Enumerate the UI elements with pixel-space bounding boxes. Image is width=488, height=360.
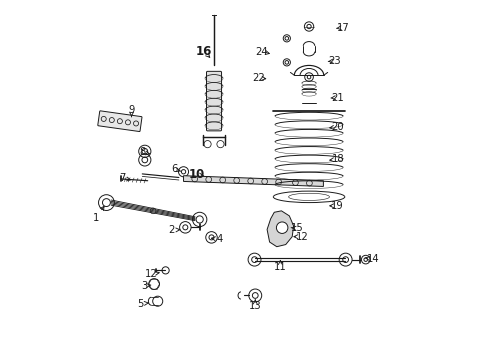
Circle shape (276, 222, 287, 233)
FancyBboxPatch shape (206, 71, 221, 131)
Text: 18: 18 (331, 154, 344, 164)
Text: 11: 11 (273, 262, 286, 272)
Text: 5: 5 (137, 299, 143, 309)
Text: 3: 3 (141, 281, 147, 291)
Text: 22: 22 (251, 73, 264, 83)
Text: 21: 21 (331, 93, 344, 103)
Text: 19: 19 (331, 201, 344, 211)
Text: 6: 6 (171, 164, 178, 174)
Text: 4: 4 (216, 234, 222, 244)
Polygon shape (266, 211, 293, 247)
Text: 23: 23 (328, 56, 341, 66)
Text: 17: 17 (336, 23, 349, 33)
Text: 24: 24 (255, 46, 267, 57)
Text: 10: 10 (189, 168, 205, 181)
Text: 8: 8 (139, 147, 145, 157)
Text: 2: 2 (167, 225, 174, 235)
Text: 9: 9 (128, 105, 135, 115)
Text: 12: 12 (144, 269, 157, 279)
Polygon shape (183, 176, 323, 186)
Text: 14: 14 (366, 254, 378, 264)
Text: 1: 1 (92, 213, 99, 222)
Text: 15: 15 (290, 224, 304, 233)
FancyBboxPatch shape (98, 111, 142, 131)
Text: 12: 12 (295, 232, 307, 242)
Text: 7: 7 (119, 173, 125, 183)
Text: 20: 20 (331, 122, 344, 132)
Text: 16: 16 (196, 45, 212, 58)
Text: 13: 13 (248, 301, 261, 311)
